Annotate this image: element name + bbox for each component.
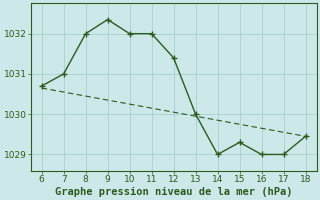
X-axis label: Graphe pression niveau de la mer (hPa): Graphe pression niveau de la mer (hPa) (55, 186, 292, 197)
